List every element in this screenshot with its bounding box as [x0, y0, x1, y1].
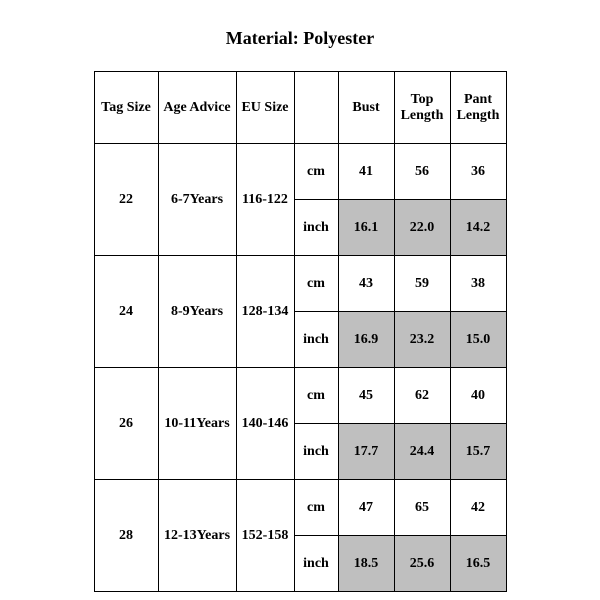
cell-unit-cm: cm: [294, 256, 338, 312]
cell-unit-cm: cm: [294, 480, 338, 536]
cell-eu-size: 152-158: [236, 480, 294, 592]
cell-age-advice: 12-13Years: [158, 480, 236, 592]
cell-top-cm: 56: [394, 144, 450, 200]
cell-pant-inch: 15.0: [450, 312, 506, 368]
cell-pant-cm: 36: [450, 144, 506, 200]
cell-bust-inch: 16.9: [338, 312, 394, 368]
cell-top-cm: 59: [394, 256, 450, 312]
cell-top-inch: 22.0: [394, 200, 450, 256]
cell-bust-inch: 16.1: [338, 200, 394, 256]
col-header-bust: Bust: [338, 72, 394, 144]
cell-unit-inch: inch: [294, 312, 338, 368]
page-title: Material: Polyester: [0, 0, 600, 71]
table-row: 22 6-7Years 116-122 cm 41 56 36: [94, 144, 506, 200]
cell-tag-size: 22: [94, 144, 158, 256]
col-header-tag-size: Tag Size: [94, 72, 158, 144]
cell-eu-size: 140-146: [236, 368, 294, 480]
cell-top-cm: 65: [394, 480, 450, 536]
cell-pant-cm: 40: [450, 368, 506, 424]
cell-top-inch: 25.6: [394, 536, 450, 592]
cell-age-advice: 10-11Years: [158, 368, 236, 480]
cell-bust-cm: 43: [338, 256, 394, 312]
cell-top-inch: 24.4: [394, 424, 450, 480]
cell-top-inch: 23.2: [394, 312, 450, 368]
table-row: 28 12-13Years 152-158 cm 47 65 42: [94, 480, 506, 536]
cell-bust-cm: 45: [338, 368, 394, 424]
col-header-age-advice: Age Advice: [158, 72, 236, 144]
cell-unit-cm: cm: [294, 144, 338, 200]
cell-unit-inch: inch: [294, 536, 338, 592]
cell-pant-inch: 15.7: [450, 424, 506, 480]
cell-bust-inch: 17.7: [338, 424, 394, 480]
cell-age-advice: 8-9Years: [158, 256, 236, 368]
cell-pant-cm: 42: [450, 480, 506, 536]
cell-unit-cm: cm: [294, 368, 338, 424]
table-row: 26 10-11Years 140-146 cm 45 62 40: [94, 368, 506, 424]
header-row: Tag Size Age Advice EU Size Bust Top Len…: [94, 72, 506, 144]
cell-unit-inch: inch: [294, 424, 338, 480]
cell-bust-cm: 47: [338, 480, 394, 536]
cell-eu-size: 128-134: [236, 256, 294, 368]
cell-tag-size: 26: [94, 368, 158, 480]
cell-top-cm: 62: [394, 368, 450, 424]
cell-eu-size: 116-122: [236, 144, 294, 256]
table-row: 24 8-9Years 128-134 cm 43 59 38: [94, 256, 506, 312]
cell-pant-inch: 16.5: [450, 536, 506, 592]
size-chart-table: Tag Size Age Advice EU Size Bust Top Len…: [94, 71, 507, 592]
cell-unit-inch: inch: [294, 200, 338, 256]
col-header-unit: [294, 72, 338, 144]
col-header-eu-size: EU Size: [236, 72, 294, 144]
cell-tag-size: 24: [94, 256, 158, 368]
cell-bust-inch: 18.5: [338, 536, 394, 592]
cell-tag-size: 28: [94, 480, 158, 592]
cell-pant-cm: 38: [450, 256, 506, 312]
col-header-pant-length: Pant Length: [450, 72, 506, 144]
cell-age-advice: 6-7Years: [158, 144, 236, 256]
cell-pant-inch: 14.2: [450, 200, 506, 256]
col-header-top-length: Top Length: [394, 72, 450, 144]
cell-bust-cm: 41: [338, 144, 394, 200]
